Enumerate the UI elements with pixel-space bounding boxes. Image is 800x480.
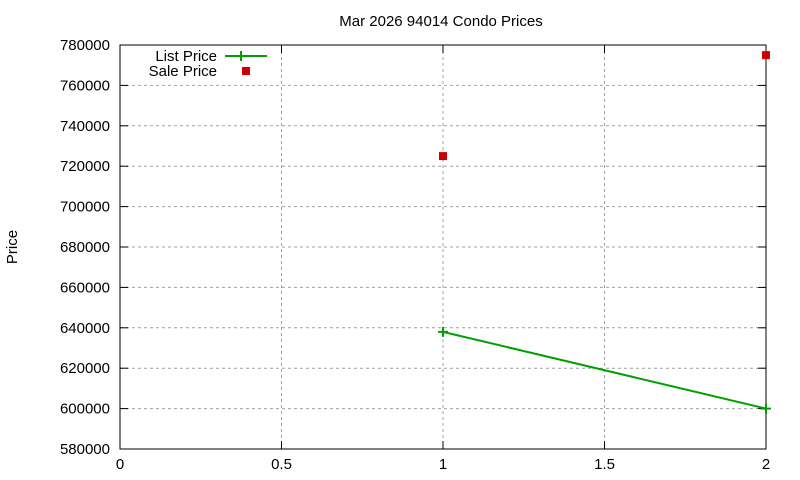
square-marker-icon [439,152,447,161]
series-line [442,330,767,410]
legend: List Price Sale Price [149,48,267,80]
plus-marker-icon [761,403,771,414]
grid-lines [120,45,766,449]
y-tick-label: 620000 [60,360,110,377]
y-tick-label: 740000 [60,118,110,135]
legend-label-sale-price: Sale Price [149,63,217,80]
y-tick-label: 760000 [60,77,110,94]
square-marker-icon [762,51,770,60]
y-axis-label: Price [4,230,21,264]
y-tick-label: 600000 [60,401,110,418]
y-tick-label: 720000 [60,158,110,175]
x-tick-label: 0 [116,456,124,473]
y-tick-label: 780000 [60,37,110,54]
y-tick-label: 680000 [60,239,110,256]
y-tick-label: 660000 [60,279,110,296]
x-tick-label: 1 [439,456,447,473]
y-tick-label: 700000 [60,199,110,216]
plus-marker-icon [236,51,246,61]
x-axis-ticks: 0 0.5 1 1.5 2 [116,45,770,473]
square-marker-icon [242,67,250,75]
y-tick-label: 640000 [60,320,110,337]
y-axis-ticks: 580000 600000 620000 640000 660000 680000 7000… [60,37,766,458]
x-tick-label: 0.5 [271,456,292,473]
data-series [438,51,771,414]
x-tick-label: 1.5 [594,456,615,473]
chart-title: Mar 2026 94014 Condo Prices [339,13,542,30]
legend-label-list-price: List Price [155,48,217,65]
plus-marker-icon [438,326,448,337]
x-tick-label: 2 [762,456,770,473]
y-tick-label: 580000 [60,441,110,458]
